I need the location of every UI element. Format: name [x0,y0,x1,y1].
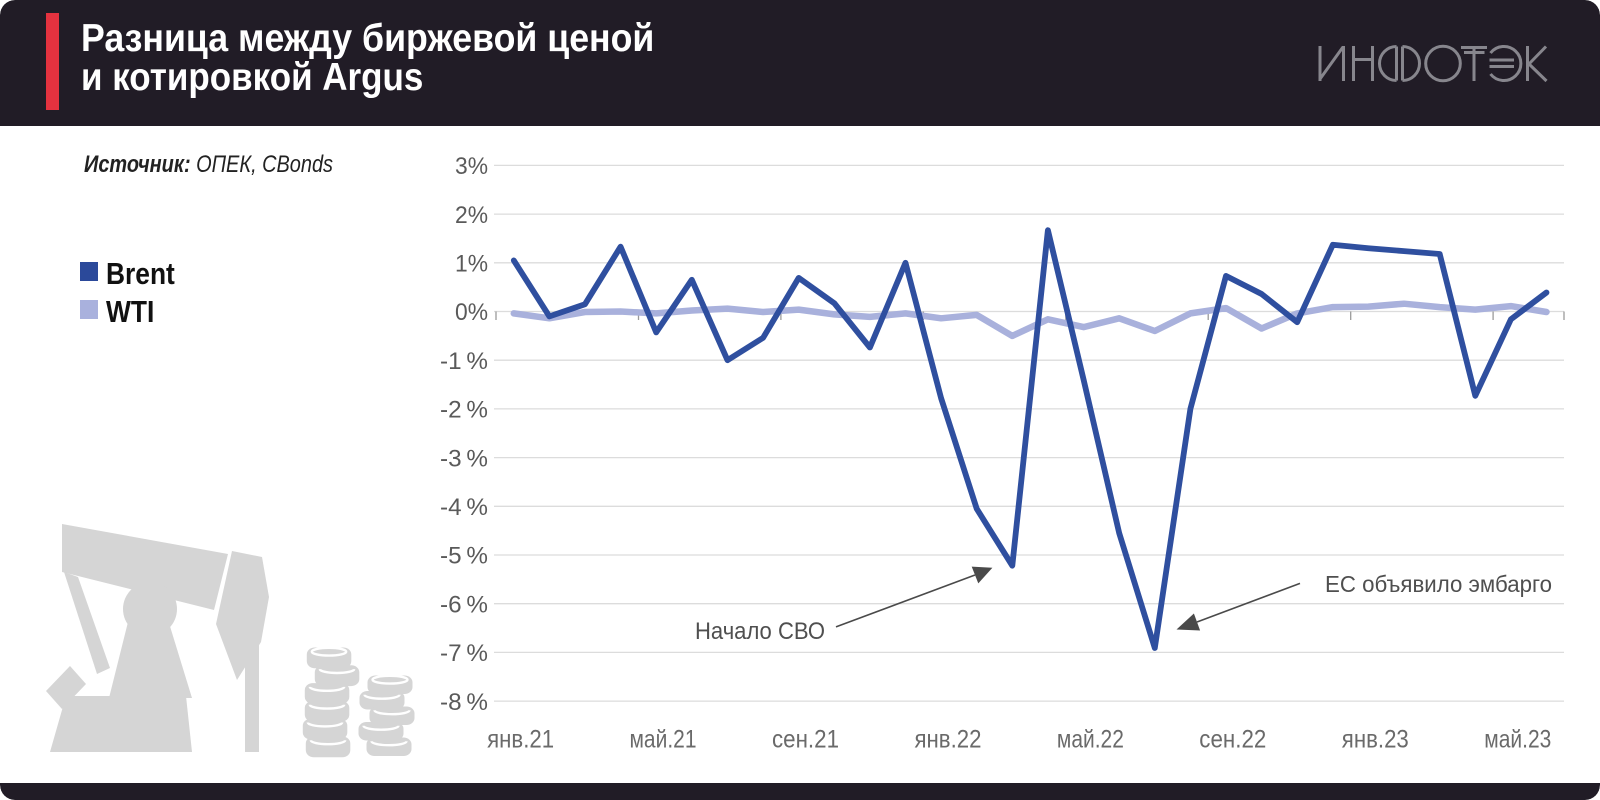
svg-text:1%: 1% [455,251,488,278]
svg-text:-4 %: -4 % [440,494,488,521]
svg-text:2%: 2% [455,202,488,229]
svg-text:янв.21: янв.21 [487,726,554,754]
svg-text:-3 %: -3 % [440,445,488,472]
svg-text:-1 %: -1 % [440,348,488,375]
svg-text:ЕС объявило эмбарго: ЕС объявило эмбарго [1325,571,1552,597]
svg-text:сен.21: сен.21 [772,726,839,754]
svg-text:-6 %: -6 % [440,591,488,618]
svg-text:3%: 3% [455,153,488,180]
svg-text:Начало СВО: Начало СВО [695,618,825,645]
svg-text:май.23: май.23 [1484,726,1551,754]
svg-text:-8 %: -8 % [440,689,488,716]
svg-text:янв.23: янв.23 [1342,726,1409,754]
svg-text:сен.22: сен.22 [1199,726,1266,754]
svg-text:-5 %: -5 % [440,543,488,570]
svg-text:май.22: май.22 [1057,726,1124,754]
svg-text:янв.22: янв.22 [915,726,982,754]
svg-text:май.21: май.21 [630,726,697,754]
svg-text:0%: 0% [455,299,488,326]
svg-text:-2 %: -2 % [440,397,488,424]
svg-text:-7 %: -7 % [440,640,488,667]
